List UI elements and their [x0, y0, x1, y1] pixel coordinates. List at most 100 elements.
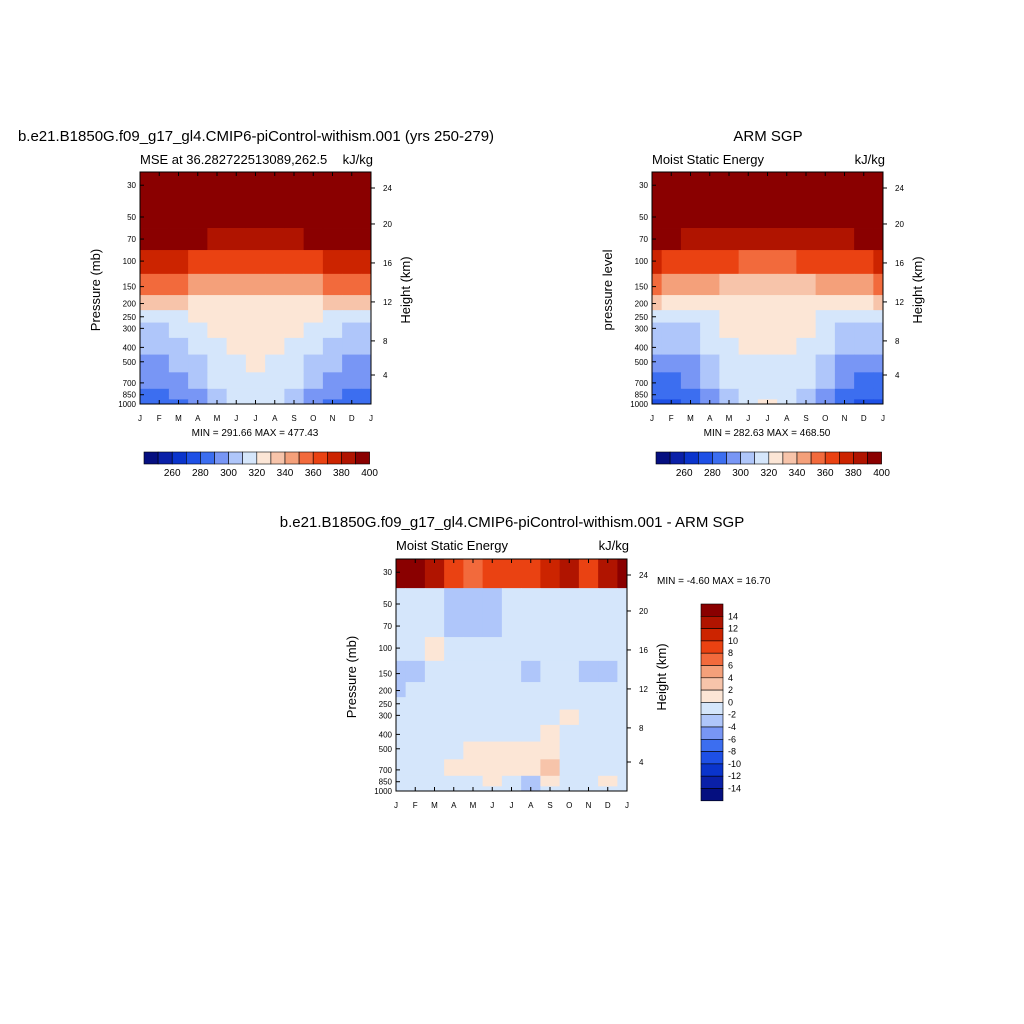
heatmap-cell	[424, 660, 445, 683]
heatmap-cell	[598, 775, 618, 787]
heatmap-cell	[700, 201, 720, 229]
heatmap-cell	[834, 354, 855, 373]
heatmap-cell	[482, 697, 503, 710]
colorbar-swatch	[824, 451, 840, 465]
heatmap-cell	[501, 759, 522, 777]
x-tick-label: S	[291, 414, 296, 423]
heatmap-cell	[405, 775, 426, 787]
heatmap-cell	[265, 295, 285, 311]
heatmap-cell	[168, 295, 189, 311]
colorbar-label: -10	[728, 759, 741, 769]
heatmap-cell	[738, 201, 759, 229]
heatmap-cell	[559, 697, 580, 710]
heatmap-cell	[284, 250, 305, 275]
heatmap-cell	[521, 775, 541, 787]
y-tick-label: 100	[123, 257, 137, 266]
colorbar-swatch	[700, 702, 724, 716]
colorbar-label: 380	[845, 468, 862, 479]
heatmap-cell	[559, 682, 580, 698]
heatmap-cell	[854, 273, 874, 296]
heatmap-cell	[777, 322, 797, 339]
heatmap-cell	[700, 310, 720, 323]
colorbar-swatch	[228, 451, 244, 465]
heatmap-cell	[854, 388, 874, 400]
heatmap-cell	[540, 775, 561, 787]
heatmap-cell	[738, 372, 759, 390]
heatmap-cell	[834, 228, 855, 251]
heatmap-cell	[661, 295, 682, 311]
heatmap-cell	[757, 295, 778, 311]
heatmap-cell	[796, 388, 817, 400]
colorbar-label: 260	[164, 468, 181, 479]
heatmap-cell	[342, 273, 362, 296]
heatmap-cell	[834, 337, 855, 355]
heatmap-cell	[719, 172, 740, 202]
heatmap-cell	[226, 337, 247, 355]
heatmap-cell	[617, 759, 628, 777]
heatmap-cell	[303, 295, 324, 311]
x-tick-label: O	[310, 414, 316, 423]
y-tick-label: 50	[383, 600, 392, 609]
heatmap-cell	[578, 588, 599, 616]
y-right-tick-label: 16	[895, 259, 904, 268]
heatmap-cell	[540, 759, 561, 777]
panel2-heatmap	[652, 172, 884, 405]
heatmap-cell	[578, 660, 599, 683]
heatmap-cell	[226, 295, 247, 311]
heatmap-cell	[361, 399, 372, 405]
heatmap-cell	[815, 337, 836, 355]
heatmap-cell	[303, 273, 324, 296]
heatmap-cell	[719, 250, 740, 275]
colorbar-swatch	[355, 451, 370, 465]
y-right-tick-label: 20	[639, 607, 648, 616]
heatmap-cell	[405, 682, 426, 698]
x-tick-label: J	[138, 414, 142, 423]
x-tick-label: D	[605, 801, 611, 810]
y-tick-label: 850	[379, 778, 393, 787]
heatmap-cell	[617, 724, 628, 742]
heatmap-cell	[188, 337, 208, 355]
heatmap-cell	[680, 310, 701, 323]
heatmap-cell	[815, 310, 836, 323]
colorbar-swatch	[143, 451, 159, 465]
heatmap-cell	[501, 615, 522, 638]
x-tick-label: N	[586, 801, 592, 810]
heatmap-cell	[854, 228, 874, 251]
heatmap-cell	[444, 588, 464, 616]
heatmap-cell	[700, 228, 720, 251]
heatmap-cell	[719, 201, 740, 229]
heatmap-cell	[424, 559, 445, 589]
panel2-ylabel-right: Height (km)	[910, 256, 925, 323]
panel3-y-right-ticks: 24 20 16 12 8 4	[627, 571, 648, 767]
colorbar-swatch	[782, 451, 798, 465]
heatmap-cell	[815, 354, 836, 373]
colorbar-swatch	[256, 451, 272, 465]
heatmap-cell	[149, 310, 170, 323]
colorbar-swatch	[700, 751, 724, 765]
panel2-title: ARM SGP	[733, 128, 802, 145]
panel3-stats: MIN = -4.60 MAX = 16.70	[657, 576, 771, 587]
x-tick-label: J	[490, 801, 494, 810]
heatmap-cell	[661, 273, 682, 296]
heatmap-cell	[188, 322, 208, 339]
heatmap-cell	[396, 660, 407, 683]
heatmap-cell	[265, 388, 285, 400]
heatmap-cell	[322, 295, 343, 311]
heatmap-cell	[854, 295, 874, 311]
y-right-tick-label: 12	[895, 298, 904, 307]
colorbar-label: 400	[361, 468, 378, 479]
heatmap-cell	[284, 388, 305, 400]
heatmap-cell	[168, 228, 189, 251]
x-tick-label: J	[766, 414, 770, 423]
heatmap-cell	[738, 172, 759, 202]
colorbar-swatch	[284, 451, 300, 465]
heatmap-cell	[815, 273, 836, 296]
heatmap-cell	[463, 775, 484, 787]
x-tick-label: A	[707, 414, 713, 423]
y-tick-label: 700	[635, 379, 649, 388]
heatmap-cell	[303, 337, 324, 355]
heatmap-cell	[424, 615, 445, 638]
heatmap-cell	[834, 273, 855, 296]
heatmap-cell	[140, 295, 151, 311]
y-tick-label: 70	[127, 235, 136, 244]
